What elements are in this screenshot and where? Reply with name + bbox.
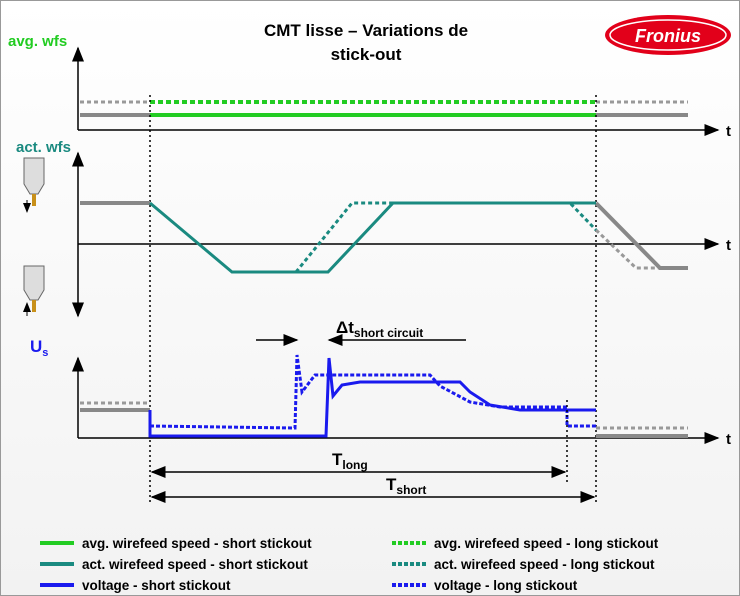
annotation-sub: long xyxy=(342,458,367,472)
torch-icon xyxy=(23,157,45,213)
legend-label: avg. wirefeed speed - short stickout xyxy=(82,536,312,551)
label-main: U xyxy=(30,337,42,356)
curve xyxy=(594,201,688,270)
title: stick-out xyxy=(331,45,402,64)
legend: avg. wirefeed speed - short stickout avg.… xyxy=(40,536,659,593)
panel-label: avg. wfs xyxy=(8,33,67,50)
panel-label: act. wfs xyxy=(16,139,71,156)
axis-label: t xyxy=(726,123,731,140)
legend-label: voltage - long stickout xyxy=(434,578,578,593)
panel-label: Us xyxy=(30,337,48,359)
annotation: Tlong xyxy=(332,450,368,472)
legend-label: act. wirefeed speed - long stickout xyxy=(434,557,655,572)
legend-label: avg. wirefeed speed - long stickout xyxy=(434,536,659,551)
legend-label: voltage - short stickout xyxy=(82,578,231,593)
curve xyxy=(148,357,596,438)
annotation-main: T xyxy=(332,450,343,469)
legend-label: act. wirefeed speed - short stickout xyxy=(82,557,308,572)
logo-ring xyxy=(609,19,727,51)
curve xyxy=(149,201,596,274)
torch-icon xyxy=(23,265,45,316)
logo-text: Fronius xyxy=(635,26,701,46)
annotation-main: T xyxy=(386,475,397,494)
annotation-main: Δt xyxy=(336,318,354,337)
axis-label: t xyxy=(726,237,731,254)
label-sub: s xyxy=(42,347,48,359)
annotation-sub: short circuit xyxy=(354,326,423,340)
axis-label: t xyxy=(726,431,731,448)
logo xyxy=(605,15,731,55)
annotation: Δtshort circuit xyxy=(336,318,423,340)
annotation-sub: short xyxy=(396,483,426,497)
annotation: Tshort xyxy=(386,475,426,497)
title: CMT lisse – Variations de xyxy=(264,21,468,40)
